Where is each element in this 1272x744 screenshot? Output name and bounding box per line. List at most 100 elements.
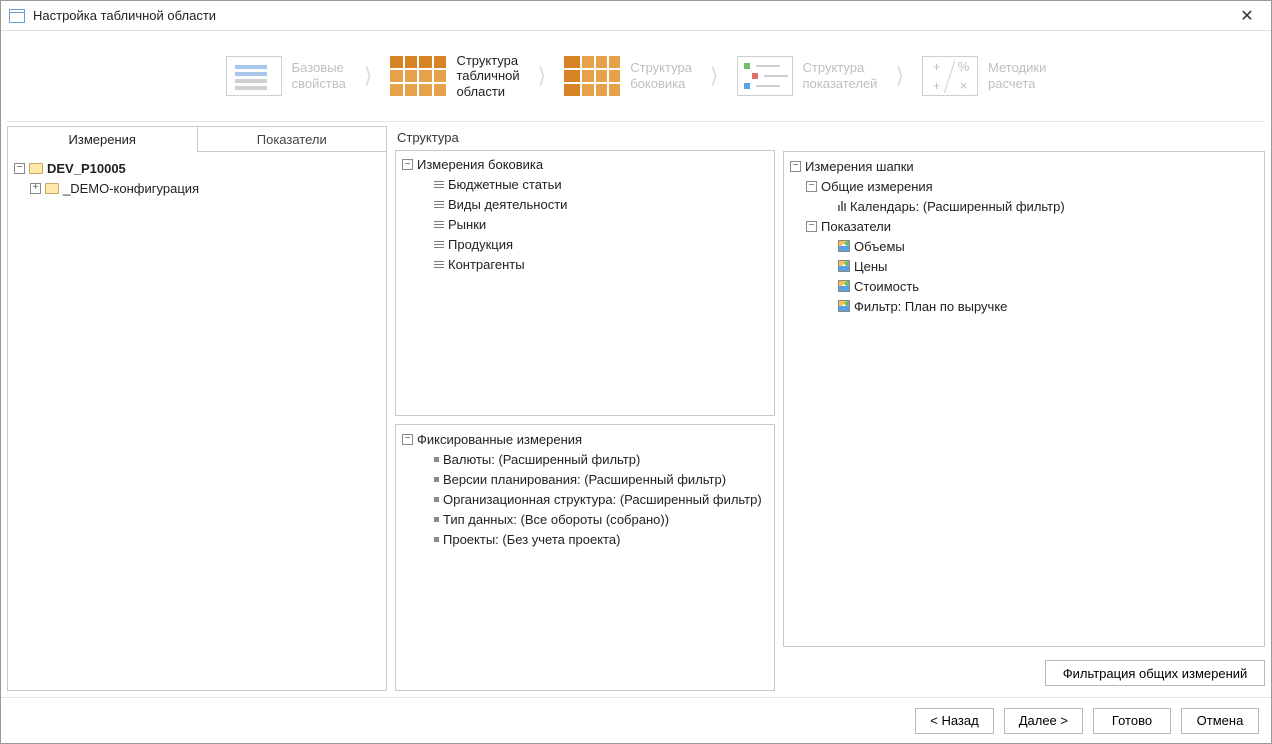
step-label-line: расчета <box>988 76 1046 92</box>
tree-node[interactable]: − Общие измерения <box>788 176 1260 196</box>
folder-icon <box>45 183 59 194</box>
item-label: Проекты: (Без учета проекта) <box>443 532 620 547</box>
step-label-line: области <box>456 84 519 100</box>
step-label-line: Структура <box>630 60 692 76</box>
item-label: Организационная структура: (Расширенный … <box>443 492 762 507</box>
done-button[interactable]: Готово <box>1093 708 1171 734</box>
header-dimensions-panel: − Измерения шапки − Общие измерения Кале… <box>783 151 1265 647</box>
close-icon[interactable]: ✕ <box>1231 6 1263 26</box>
back-button[interactable]: < Назад <box>915 708 993 734</box>
list-item[interactable]: Календарь: (Расширенный фильтр) <box>788 196 1260 216</box>
blank-header <box>783 126 1265 151</box>
tab-label: Показатели <box>257 132 327 147</box>
side-table-icon <box>564 56 620 96</box>
tree-label: Фиксированные измерения <box>417 432 582 447</box>
list-icon <box>434 221 444 228</box>
list-item[interactable]: Объемы <box>788 236 1260 256</box>
list-item[interactable]: Виды деятельности <box>400 195 770 215</box>
tree-node-child[interactable]: + _DEMO-конфигурация <box>12 178 382 198</box>
button-label: Отмена <box>1197 713 1244 728</box>
right-column: − Измерения шапки − Общие измерения Кале… <box>783 126 1265 691</box>
item-label: Версии планирования: (Расширенный фильтр… <box>443 472 726 487</box>
tree-label: _DEMO-конфигурация <box>63 181 199 196</box>
collapse-icon[interactable]: − <box>402 434 413 445</box>
list-item[interactable]: Стоимость <box>788 276 1260 296</box>
button-label: Готово <box>1112 713 1152 728</box>
tab-dimensions[interactable]: Измерения <box>7 126 198 152</box>
step-label-line: табличной <box>456 68 519 84</box>
button-label: Далее > <box>1019 713 1068 728</box>
step-table-structure[interactable]: Структура табличной области <box>378 53 531 100</box>
step-basic-properties[interactable]: Базовые свойства <box>214 56 358 96</box>
separator <box>7 121 1265 122</box>
dialog-window: Настройка табличной области ✕ Базовые св… <box>0 0 1272 744</box>
item-label: Контрагенты <box>448 257 525 272</box>
step-label-line: Структура <box>456 53 519 69</box>
cube-icon <box>838 240 850 252</box>
tree-label: Общие измерения <box>821 179 933 194</box>
list-item[interactable]: Версии планирования: (Расширенный фильтр… <box>400 469 770 489</box>
tree-label: DEV_P10005 <box>47 161 126 176</box>
filter-common-dimensions-button[interactable]: Фильтрация общих измерений <box>1045 660 1265 686</box>
list-item[interactable]: Проекты: (Без учета проекта) <box>400 529 770 549</box>
collapse-icon[interactable]: − <box>790 161 801 172</box>
list-item[interactable]: Рынки <box>400 215 770 235</box>
tree-node[interactable]: − Измерения шапки <box>788 156 1260 176</box>
list-item[interactable]: Тип данных: (Все обороты (собрано)) <box>400 509 770 529</box>
item-label: Виды деятельности <box>448 197 567 212</box>
item-label: Стоимость <box>854 279 919 294</box>
step-calc-methods[interactable]: +%+× Методики расчета <box>910 56 1058 96</box>
tree-node-root[interactable]: − DEV_P10005 <box>12 158 382 178</box>
tab-label: Измерения <box>69 132 136 147</box>
step-label: Структура показателей <box>803 60 878 91</box>
list-item[interactable]: Контрагенты <box>400 255 770 275</box>
list-icon <box>434 241 444 248</box>
list-item[interactable]: Продукция <box>400 235 770 255</box>
list-item[interactable]: Цены <box>788 256 1260 276</box>
step-label: Структура боковика <box>630 60 692 91</box>
body: Измерения Показатели − DEV_P10005 + _DEM… <box>1 126 1271 697</box>
bars-icon <box>838 201 846 211</box>
list-item[interactable]: Бюджетные статьи <box>400 175 770 195</box>
chevron-right-icon: ⟩ <box>889 63 910 89</box>
cancel-button[interactable]: Отмена <box>1181 708 1259 734</box>
list-item[interactable]: Организационная структура: (Расширенный … <box>400 489 770 509</box>
item-label: Объемы <box>854 239 905 254</box>
tree-label: Измерения боковика <box>417 157 543 172</box>
item-label: Календарь: (Расширенный фильтр) <box>850 199 1065 214</box>
list-icon <box>434 181 444 188</box>
button-label: Фильтрация общих измерений <box>1063 666 1248 681</box>
dimensions-tree: − DEV_P10005 + _DEMO-конфигурация <box>7 151 387 691</box>
step-indicators-structure[interactable]: Структура показателей <box>725 56 890 96</box>
collapse-icon[interactable]: − <box>806 221 817 232</box>
tree-node[interactable]: − Показатели <box>788 216 1260 236</box>
list-icon <box>434 261 444 268</box>
table-icon <box>390 56 446 96</box>
bullet-icon <box>434 477 439 482</box>
item-label: Бюджетные статьи <box>448 177 562 192</box>
collapse-icon[interactable]: − <box>806 181 817 192</box>
tree-node[interactable]: − Измерения боковика <box>400 155 770 175</box>
next-button[interactable]: Далее > <box>1004 708 1083 734</box>
step-label-line: Базовые <box>292 60 346 76</box>
structure-header: Структура <box>395 126 775 150</box>
list-item[interactable]: Фильтр: План по выручке <box>788 296 1260 316</box>
step-label: Методики расчета <box>988 60 1046 91</box>
wizard-steps: Базовые свойства ⟩ Структура табличной о… <box>1 31 1271 121</box>
document-icon <box>226 56 282 96</box>
expand-icon[interactable]: + <box>30 183 41 194</box>
bullet-icon <box>434 457 439 462</box>
formula-icon: +%+× <box>922 56 978 96</box>
left-tabs: Измерения Показатели <box>7 126 387 152</box>
list-item[interactable]: Валюты: (Расширенный фильтр) <box>400 449 770 469</box>
button-label: < Назад <box>930 713 978 728</box>
chevron-right-icon: ⟩ <box>532 63 553 89</box>
folder-icon <box>29 163 43 174</box>
tree-node[interactable]: − Фиксированные измерения <box>400 429 770 449</box>
left-column: Измерения Показатели − DEV_P10005 + _DEM… <box>7 126 387 691</box>
indicators-icon <box>737 56 793 96</box>
collapse-icon[interactable]: − <box>402 159 413 170</box>
collapse-icon[interactable]: − <box>14 163 25 174</box>
step-side-structure[interactable]: Структура боковика <box>552 56 704 96</box>
tab-indicators[interactable]: Показатели <box>198 126 388 152</box>
